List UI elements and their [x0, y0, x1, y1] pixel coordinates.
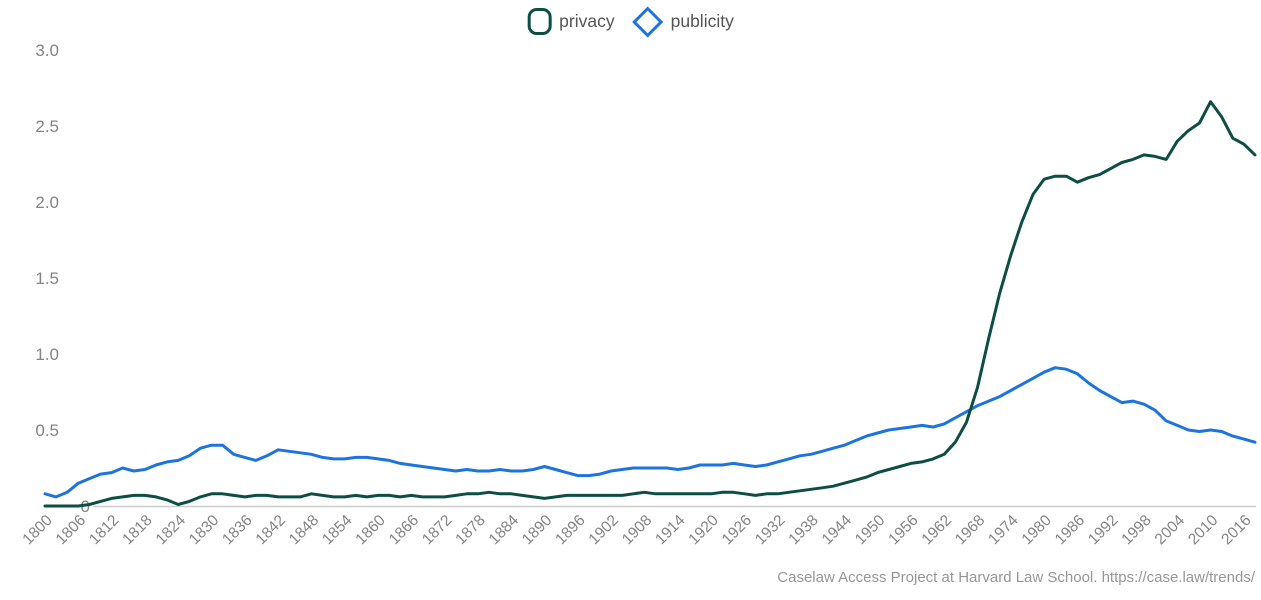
publicity-line [43, 366, 1257, 499]
x-tick-label: 1980 [1019, 512, 1056, 549]
x-tick-label: 1896 [552, 512, 588, 548]
publicity-marker-icon [632, 5, 664, 38]
x-tick-label: 1932 [752, 512, 788, 548]
x-tick-label: 2010 [1185, 512, 1222, 549]
x-tick-label: 1854 [319, 512, 356, 549]
x-tick-label: 1908 [619, 512, 655, 548]
legend-label-publicity: publicity [670, 11, 734, 31]
x-tick-label: 1956 [885, 512, 921, 548]
attribution-text: Caselaw Access Project at Harvard Law Sc… [777, 569, 1255, 586]
x-tick-label: 1914 [652, 512, 689, 549]
privacy-line [43, 100, 1257, 508]
x-tick-label: 1974 [985, 512, 1022, 549]
x-tick-label: 2016 [1218, 512, 1254, 548]
y-tick-label: 1.5 [35, 269, 59, 288]
x-tick-label: 1806 [53, 512, 89, 548]
x-tick-label: 1998 [1118, 512, 1154, 548]
y-tick-label: 0.5 [35, 421, 59, 440]
x-tick-label: 1848 [286, 512, 322, 548]
x-tick-label: 1992 [1085, 512, 1121, 548]
x-tick-label: 1986 [1052, 512, 1088, 548]
x-tick-label: 1962 [919, 512, 955, 548]
legend-item-privacy[interactable]: privacy [527, 8, 615, 35]
x-tick-label: 1800 [19, 512, 56, 549]
x-tick-label: 1872 [419, 512, 455, 548]
x-tick-label: 1836 [219, 512, 255, 548]
x-tick-label: 1812 [86, 512, 122, 548]
x-tick-label: 1860 [352, 512, 389, 549]
x-tick-label: 1878 [452, 512, 488, 548]
chart-legend: privacy publicity [527, 5, 734, 38]
x-tick-label: 1920 [685, 512, 722, 549]
x-tick-label: 1926 [719, 512, 755, 548]
x-tick-label: 1842 [253, 512, 289, 548]
y-tick-label: 2.5 [35, 117, 59, 136]
x-tick-label: 1818 [119, 512, 155, 548]
x-tick-label: 1866 [386, 512, 422, 548]
x-tick-label: 2004 [1152, 512, 1189, 549]
x-tick-label: 1938 [785, 512, 821, 548]
y-tick-label: 2.0 [35, 193, 59, 212]
legend-label-privacy: privacy [559, 11, 615, 31]
x-tick-label: 1890 [519, 512, 556, 549]
x-tick-label: 1902 [586, 512, 622, 548]
legend-item-publicity[interactable]: publicity [632, 5, 734, 38]
x-tick-label: 1944 [819, 512, 856, 549]
y-tick-label: 3.0 [35, 41, 59, 60]
y-tick-label: 1.0 [35, 345, 59, 364]
privacy-marker-icon [527, 8, 552, 35]
x-tick-label: 1884 [486, 512, 523, 549]
x-tick-label: 1968 [952, 512, 988, 548]
x-tick-label: 1950 [852, 512, 889, 549]
x-tick-label: 1830 [186, 512, 223, 549]
x-tick-label: 1824 [153, 512, 190, 549]
